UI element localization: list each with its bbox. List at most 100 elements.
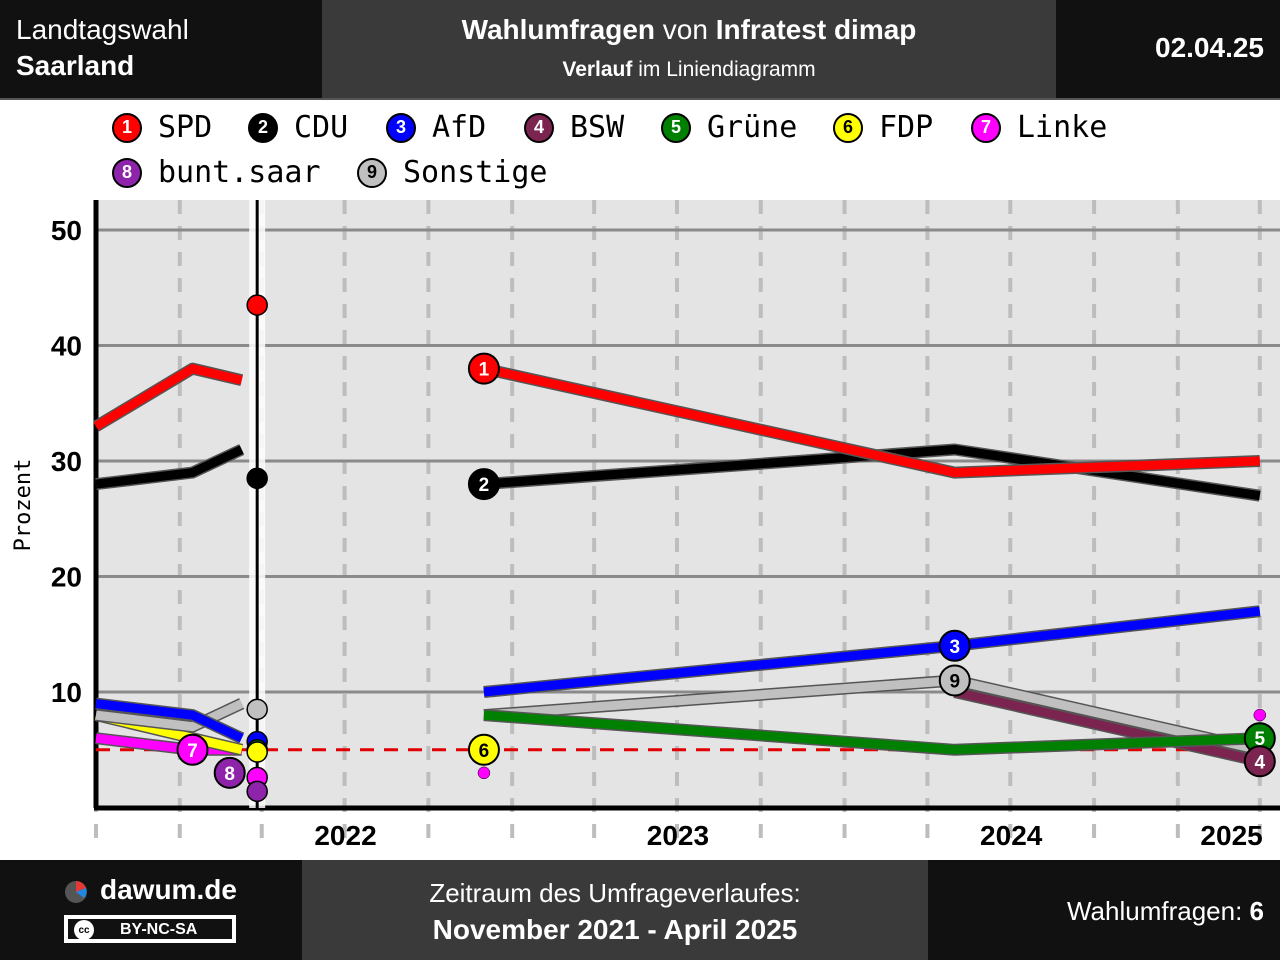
license-text: BY-NC-SA (120, 921, 198, 938)
legend-label: Grüne (707, 110, 798, 145)
series-badge-linke (176, 733, 209, 766)
dawum-logo-icon (65, 881, 87, 903)
cc-icon: cc (74, 920, 94, 940)
legend-label: SPD (158, 110, 213, 145)
series-badge-sonstige (938, 664, 971, 697)
legend-label: BSW (570, 110, 625, 145)
header-date: 02.04.25 (1155, 32, 1264, 63)
series-badge-number: 4 (1255, 752, 1266, 773)
series-line-cdu (95, 445, 244, 489)
footer-bar: dawum.de cc BY-NC-SA Zeitraum des Umfrag… (0, 860, 1280, 960)
poll-count: Wahlumfragen: 6 (1067, 896, 1264, 927)
election-result-dot (246, 698, 268, 721)
legend-item-linke: 7 Linke (971, 110, 1107, 145)
election-result-dot (246, 294, 268, 316)
x-tick-label: 2024 (980, 820, 1043, 851)
legend-badge: 8 (112, 157, 142, 188)
series-badge-cdu (467, 468, 500, 501)
series-line-spd (93, 364, 243, 431)
legend-label: FDP (879, 110, 934, 145)
footer-count: Wahlumfragen: 6 (928, 860, 1280, 960)
election-result-dot (246, 780, 268, 803)
header-divider (0, 98, 1280, 100)
poll-count-value: 6 (1249, 896, 1264, 926)
election-result-dot (246, 741, 268, 763)
y-tick-label: 20 (51, 562, 82, 593)
series-badge-number: 9 (949, 671, 960, 692)
legend-badge: 2 (248, 112, 278, 143)
series-badge-afd (938, 629, 971, 662)
header-election: Landtagswahl Saarland (0, 0, 322, 98)
y-tick-label: 50 (51, 215, 82, 246)
series-badge-number: 5 (1255, 729, 1266, 750)
legend-label: bunt.saar (158, 155, 321, 190)
legend-badge: 1 (112, 112, 142, 143)
series-badge-spd (467, 352, 500, 385)
legend-badge: 6 (833, 112, 863, 143)
legend-label: CDU (294, 110, 349, 145)
legend-item-cdu: 2 CDU (248, 110, 348, 145)
line-chart: 10 20 30 40 50 Prozent 2022 2023 2024 2025 8 7 1 2 6 3 9… (11, 200, 1280, 851)
legend-item-gr-ne: 5 Grüne (661, 110, 797, 145)
legend-label: Sonstige (403, 155, 548, 190)
title-bold-1: Wahlumfragen (461, 14, 655, 45)
poll-count-label: Wahlumfragen: (1066, 896, 1250, 926)
series-badge-number: 7 (187, 741, 198, 762)
series-line-sonstige (95, 699, 244, 732)
legend-item-fdp: 6 FDP (833, 110, 933, 145)
chart-subtitle: Verlauf im Liniendiagramm (322, 58, 1056, 82)
legend-label: AfD (432, 110, 487, 145)
title-bold-2: Infratest dimap (715, 14, 917, 45)
single-point-linke (1253, 708, 1267, 722)
series-badge-number: 6 (479, 741, 490, 762)
single-point-linke (477, 766, 491, 780)
legend-badge: 4 (524, 112, 554, 143)
legend-badge: 3 (386, 112, 416, 143)
legend-badge: 9 (357, 157, 387, 188)
title-mid: von (655, 14, 716, 45)
header-bar: Landtagswahl Saarland Wahlumfragen von I… (0, 0, 1280, 98)
y-tick-label: 30 (51, 446, 82, 477)
series-badge-number: 3 (949, 637, 960, 658)
region-name: Saarland (16, 50, 135, 81)
chart-title: Wahlumfragen von Infratest dimap (322, 14, 1056, 46)
series-badge-fdp (467, 733, 500, 766)
legend-badge: 5 (661, 112, 691, 143)
series-badge-bunt.saar (213, 756, 246, 789)
subtitle-rest: im Liniendiagramm (632, 58, 816, 81)
site-name: dawum.de (100, 874, 237, 905)
series-line-spd (482, 364, 1260, 478)
legend-badge: 7 (971, 112, 1001, 143)
legend-label: Linke (1017, 110, 1108, 145)
y-tick-label: 10 (51, 677, 82, 708)
series-badge-number: 8 (224, 764, 235, 785)
x-tick-label: 2022 (314, 820, 376, 851)
legend-item-spd: 1 SPD (112, 110, 212, 145)
legend-item-bsw: 4 BSW (524, 110, 624, 145)
subtitle-bold: Verlauf (562, 58, 633, 81)
legend-item-sonstige: 9 Sonstige (357, 155, 548, 190)
election-result-dot (246, 467, 268, 490)
period-value: November 2021 - April 2025 (432, 914, 798, 945)
election-type: Landtagswahl (16, 14, 189, 45)
series-line-afd (95, 699, 244, 743)
footer-brand: dawum.de cc BY-NC-SA (0, 860, 302, 960)
series-line-bsw (953, 687, 1261, 766)
series-line-grüne (483, 710, 1260, 755)
header-date-box: 02.04.25 (1056, 0, 1280, 98)
header-title: Wahlumfragen von Infratest dimap Verlauf… (322, 0, 1056, 98)
y-tick-label: 40 (51, 331, 82, 362)
series-badge-number: 2 (479, 475, 490, 496)
series-badge-number: 1 (479, 360, 490, 381)
period-label: Zeitraum des Umfrageverlaufes: (429, 878, 801, 908)
series-line-cdu (483, 445, 1261, 501)
legend-item-afd: 3 AfD (386, 110, 486, 145)
legend-item-bunt-saar: 8 bunt.saar (112, 155, 321, 190)
footer-period: Zeitraum des Umfrageverlaufes: November … (302, 860, 928, 960)
license-badge: cc BY-NC-SA (64, 915, 236, 943)
x-tick-label: 2025 (1200, 820, 1262, 851)
x-tick-label: 2023 (647, 820, 709, 851)
series-badge-bsw (1243, 745, 1276, 778)
y-axis-label: Prozent (11, 459, 36, 552)
legend: 1 SPD 2 CDU 3 AfD 4 BSW 5 Grüne 6 FDP 7 Linke 8 bunt.sa… (0, 100, 1280, 200)
